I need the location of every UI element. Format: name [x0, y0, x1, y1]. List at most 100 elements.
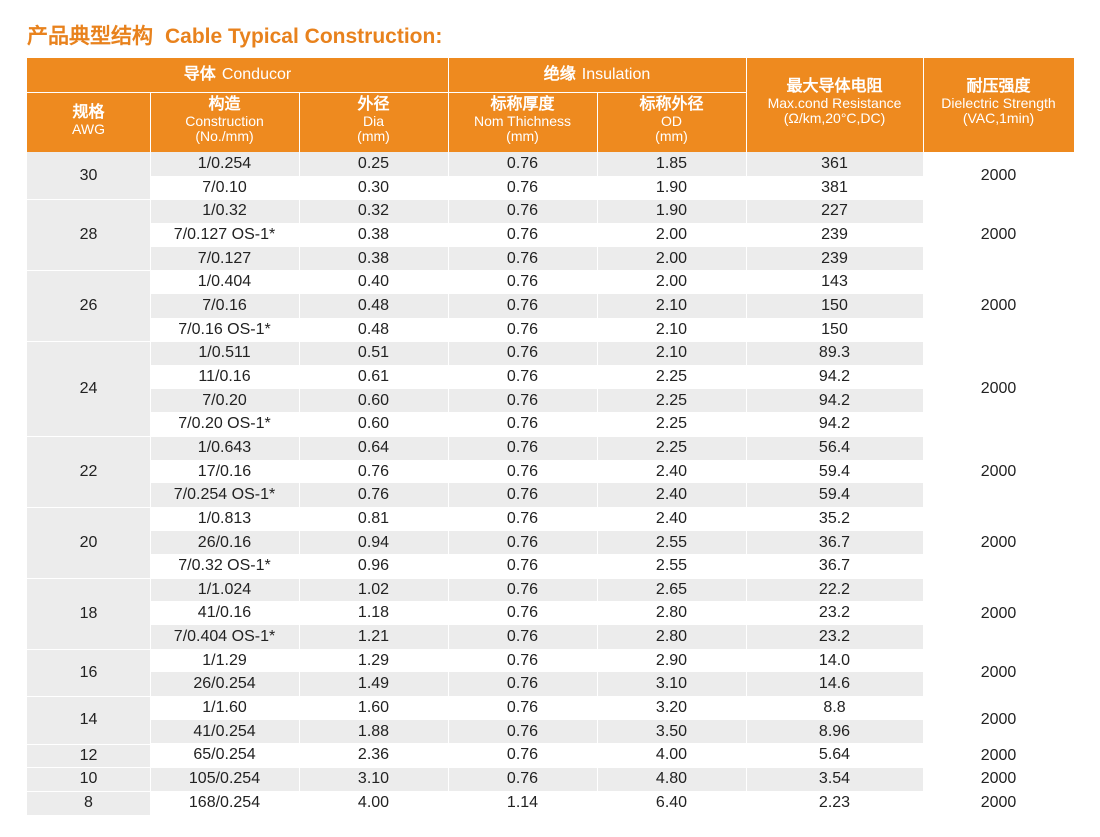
- cell-dia: 0.48: [357, 320, 390, 338]
- cell-resistance: 94.2: [818, 367, 851, 385]
- table-row: 7/0.127 OS-1* 0.38 0.76 2.00 239: [27, 223, 1074, 247]
- cell-construction: 7/0.127: [197, 249, 252, 267]
- cell-construction: 7/0.16 OS-1*: [178, 320, 271, 338]
- cell-construction: 1/0.254: [197, 155, 252, 172]
- cell-dia: 1.88: [357, 722, 390, 740]
- table-row: 26/0.16 0.94 0.76 2.55 36.7: [27, 530, 1074, 555]
- cell-resistance: 361: [821, 155, 848, 172]
- header-insulation-group: 绝缘 Insulation: [448, 58, 746, 92]
- cell-dia: 0.76: [357, 486, 390, 504]
- cell-construction: 168/0.254: [188, 793, 261, 811]
- cell-dia: 0.76: [357, 462, 390, 480]
- cell-dia: 0.61: [357, 367, 390, 385]
- table-row: 17/0.16 0.76 0.76 2.40 59.4: [27, 460, 1074, 484]
- cell-dia: 1.21: [357, 628, 390, 646]
- table-row: 26/0.254 1.49 0.76 3.10 14.6: [27, 672, 1074, 697]
- cell-resistance: 239: [821, 225, 848, 243]
- cell-resistance: 94.2: [818, 415, 851, 433]
- cell-resistance: 381: [821, 178, 848, 196]
- header-awg: 规格 AWG: [27, 92, 150, 152]
- cell-construction: 1/0.643: [197, 438, 252, 456]
- cell-resistance: 14.6: [818, 675, 851, 693]
- cell-resistance: 8.96: [818, 722, 851, 740]
- table-row: 41/0.16 1.18 0.76 2.80 23.2: [27, 601, 1074, 625]
- cell-resistance: 23.2: [818, 604, 851, 622]
- cell-od: 2.10: [655, 344, 688, 362]
- table-row: 1/1.60 1.60 0.76 3.20 8.8: [27, 696, 1074, 720]
- cell-thickness: 0.76: [506, 344, 539, 362]
- cell-resistance: 5.64: [818, 746, 851, 764]
- cell-resistance: 94.2: [818, 391, 851, 409]
- table-row: 1/1.29 1.29 0.76 2.90 14.0: [27, 649, 1074, 673]
- cell-dia: 3.10: [357, 770, 390, 788]
- table-row: 1/0.511 0.51 0.76 2.10 89.3: [27, 341, 1074, 365]
- cell-construction: 7/0.254 OS-1*: [173, 486, 276, 504]
- cell-dia: 1.60: [357, 699, 390, 717]
- cell-resistance: 56.4: [818, 438, 851, 456]
- cell-od: 2.25: [655, 438, 688, 456]
- header-divider: [746, 58, 747, 152]
- cell-od: 3.10: [655, 675, 688, 693]
- table-row: 7/0.20 0.60 0.76 2.25 94.2: [27, 388, 1074, 413]
- cell-thickness: 0.76: [506, 273, 539, 291]
- table-row: 7/0.32 OS-1* 0.96 0.76 2.55 36.7: [27, 554, 1074, 578]
- cell-dia: 0.94: [357, 533, 390, 551]
- header-construction: 构造 Construction (No./mm): [150, 92, 299, 152]
- cell-thickness: 0.76: [506, 533, 539, 551]
- cell-od: 2.25: [655, 367, 688, 385]
- cell-resistance: 143: [821, 273, 848, 291]
- cell-construction: 1/1.29: [202, 651, 247, 669]
- cell-resistance: 59.4: [818, 486, 851, 504]
- cell-resistance: 8.8: [823, 699, 846, 717]
- cell-thickness: 0.76: [506, 249, 539, 267]
- cell-construction: 7/0.404 OS-1*: [173, 628, 276, 646]
- cell-thickness: 0.76: [506, 225, 539, 243]
- cell-dia: 0.81: [357, 509, 390, 527]
- cell-thickness: 0.76: [506, 391, 539, 409]
- table-row: 1/1.024 1.02 0.76 2.65 22.2: [27, 577, 1074, 602]
- cell-thickness: 0.76: [506, 178, 539, 196]
- cell-dia: 0.64: [357, 438, 390, 456]
- cell-od: 2.80: [655, 604, 688, 622]
- header-divider: [923, 58, 924, 152]
- table-row: 7/0.20 OS-1* 0.60 0.76 2.25 94.2: [27, 412, 1074, 436]
- header-divider: [299, 93, 300, 152]
- cell-resistance: 3.54: [818, 770, 851, 788]
- table-row: 7/0.254 OS-1* 0.76 0.76 2.40 59.4: [27, 483, 1074, 507]
- cell-od: 2.25: [655, 391, 688, 409]
- cell-dia: 0.48: [357, 296, 390, 314]
- cell-od: 3.20: [655, 699, 688, 717]
- cell-construction: 41/0.16: [197, 604, 252, 622]
- table-row: 168/0.254 4.00 1.14 6.40 2.23: [27, 791, 1074, 815]
- header-divider: [150, 93, 151, 152]
- header-thickness: 标称厚度 Nom Thichness (mm): [448, 92, 597, 152]
- cell-thickness: 0.76: [506, 651, 539, 669]
- table-row: 41/0.254 1.88 0.76 3.50 8.96: [27, 719, 1074, 744]
- cell-od: 1.90: [655, 178, 688, 196]
- cell-resistance: 89.3: [818, 344, 851, 362]
- table-row: 7/0.10 0.30 0.76 1.90 381: [27, 176, 1074, 200]
- cell-construction: 1/0.511: [198, 344, 251, 362]
- table-body: 1/0.254 0.25 0.76 1.85 361 7/0.10 0.30 0.76 1.90…: [27, 152, 1074, 815]
- table-row: 7/0.16 OS-1* 0.48 0.76 2.10 150: [27, 318, 1074, 342]
- table-row: 1/0.32 0.32 0.76 1.90 227: [27, 199, 1074, 223]
- cell-dia: 0.40: [357, 273, 390, 291]
- table-row: 1/0.254 0.25 0.76 1.85 361: [27, 152, 1074, 176]
- cell-construction: 1/0.404: [197, 273, 252, 291]
- cell-dia: 0.30: [357, 178, 390, 196]
- cell-thickness: 0.76: [506, 770, 539, 788]
- cell-thickness: 0.76: [506, 296, 539, 314]
- header-dielectric: 耐压强度 Dielectric Strength (VAC,1min): [923, 58, 1074, 152]
- header-divider: [597, 93, 598, 152]
- header-dia: 外径 Dia (mm): [299, 92, 448, 152]
- cell-dia: 0.38: [357, 225, 390, 243]
- cell-od: 2.90: [655, 651, 688, 669]
- cell-dia: 0.51: [357, 344, 390, 362]
- cell-thickness: 0.76: [506, 486, 539, 504]
- cell-construction: 26/0.254: [193, 675, 256, 693]
- header-divider: [448, 58, 449, 152]
- cell-od: 2.65: [655, 580, 688, 598]
- table-row: 7/0.404 OS-1* 1.21 0.76 2.80 23.2: [27, 625, 1074, 649]
- cell-od: 2.10: [655, 320, 688, 338]
- table-header: 导体 Conducor 绝缘 Insulation 规格 AWG 构造 Construc…: [27, 58, 1074, 152]
